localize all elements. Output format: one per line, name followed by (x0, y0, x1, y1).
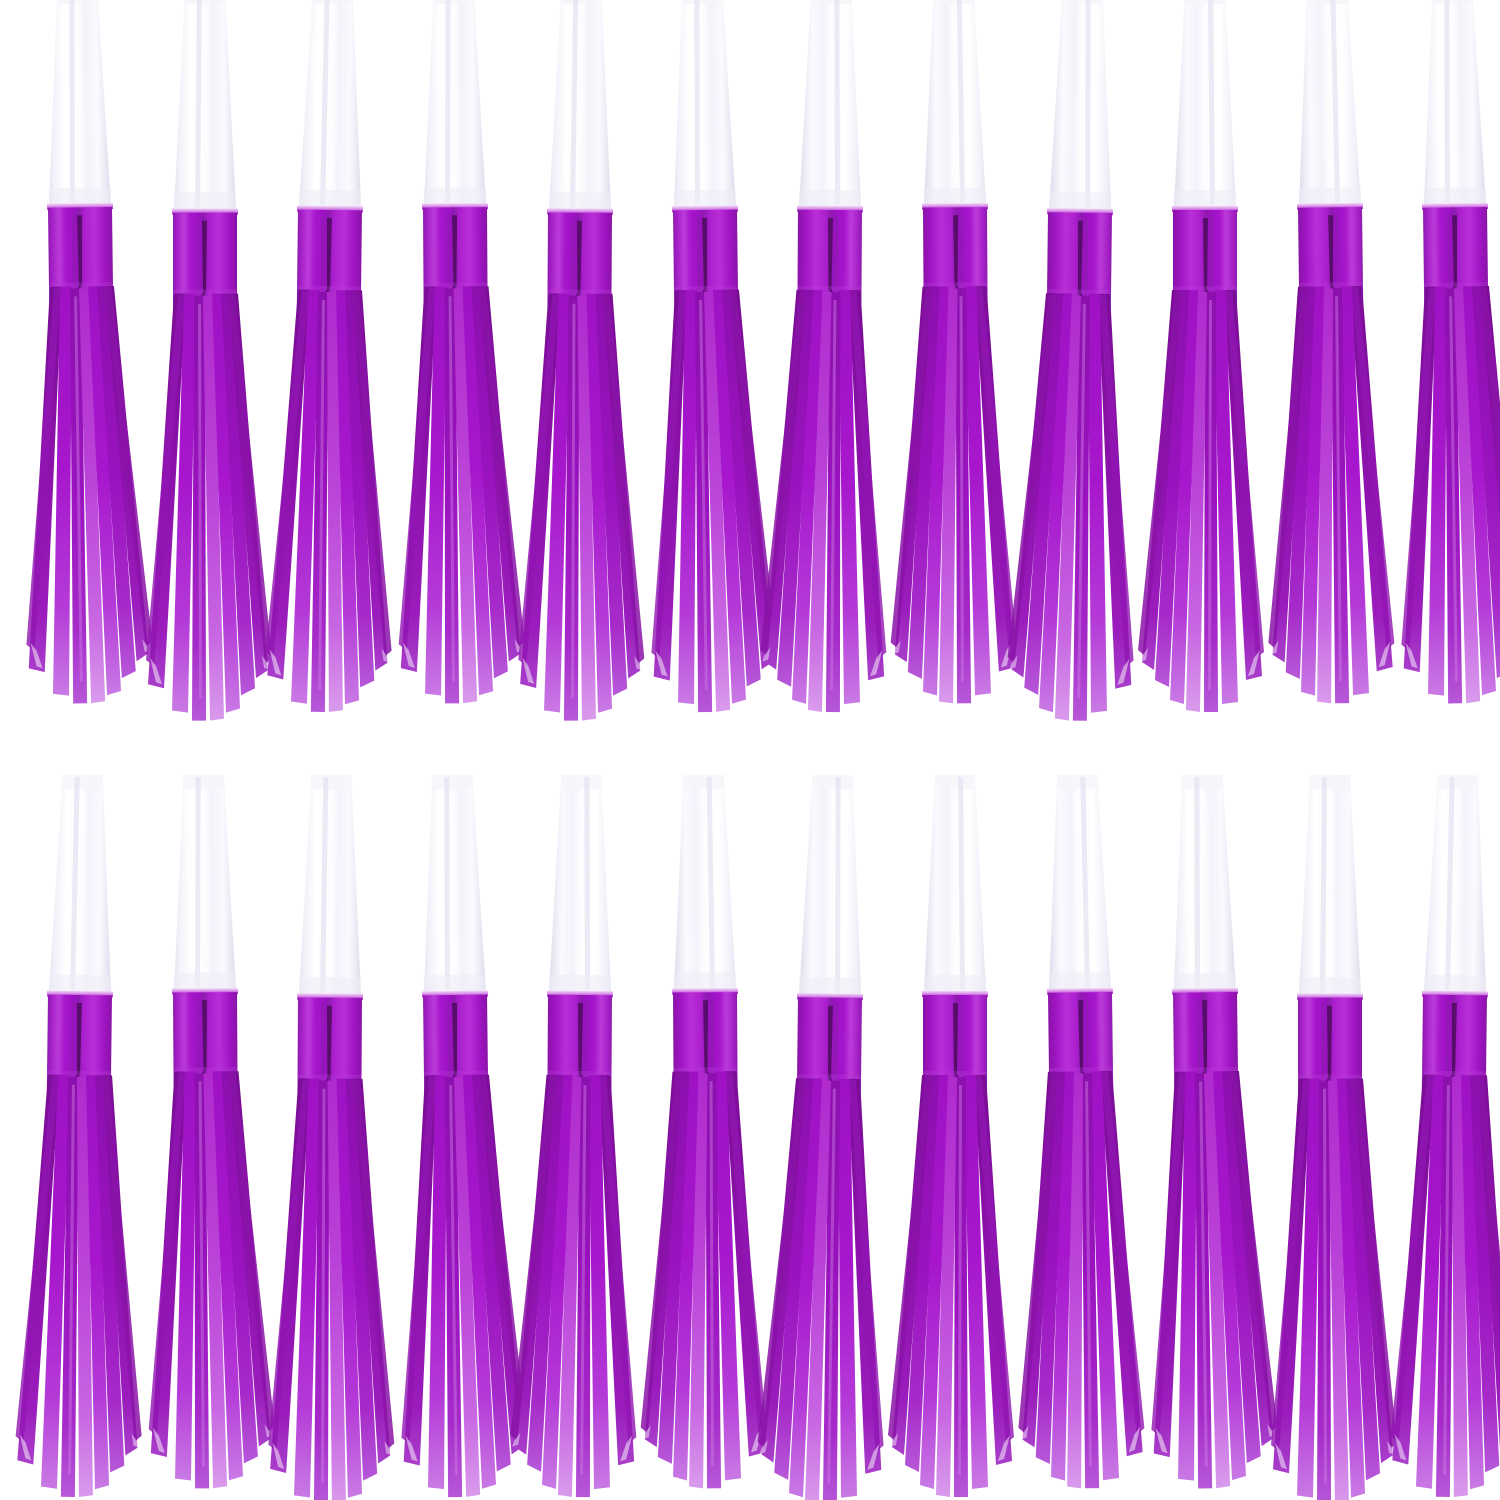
party-horn (390, 774, 529, 1500)
party-horn (14, 774, 150, 1500)
horn-graphic (18, 0, 154, 705)
horn-graphic (643, 0, 779, 713)
horn-graphic (1389, 774, 1500, 1498)
party-horn (140, 774, 276, 1500)
horn-graphic (1010, 774, 1146, 1490)
horn-graphic (394, 0, 526, 704)
party-horn (1389, 774, 1500, 1500)
horn-graphic (264, 0, 400, 713)
horn-graphic (1271, 775, 1397, 1500)
horn-graphic (517, 0, 649, 722)
horn-graphic (1143, 774, 1279, 1490)
party-horn (1138, 0, 1270, 750)
party-horn (1006, 0, 1145, 750)
horn-graphic (393, 774, 529, 1498)
horn-graphic (267, 774, 399, 1500)
horn-graphic (759, 0, 891, 713)
party-horn (509, 774, 645, 1500)
horn-graphic (886, 0, 1018, 704)
party-horn (140, 0, 272, 750)
horn-graphic (1138, 0, 1264, 712)
horn-graphic (636, 774, 768, 1489)
party-horn (636, 774, 770, 1500)
party-horn (15, 0, 154, 750)
horn-graphic (509, 774, 641, 1498)
party-horn (1140, 774, 1279, 1500)
party-horn (264, 0, 400, 750)
party-horn (640, 0, 779, 750)
party-horn (265, 774, 399, 1500)
party-horn (1260, 0, 1396, 750)
party-horn (888, 775, 1020, 1500)
party-horn (1390, 0, 1500, 750)
party-horn (756, 774, 895, 1500)
party-horn (515, 0, 649, 750)
horn-graphic (1006, 0, 1142, 722)
party-horn (759, 0, 895, 750)
party-horn (1010, 774, 1146, 1500)
horn-graphic (146, 0, 272, 721)
horn-graphic (888, 775, 1014, 1497)
horn-graphic (14, 774, 150, 1498)
horn-graphic (1393, 0, 1500, 705)
horn-graphic (756, 774, 892, 1500)
horn-graphic (1260, 0, 1396, 705)
party-horn (390, 0, 526, 750)
party-horn (1265, 775, 1397, 1500)
party-horn (886, 0, 1020, 750)
horn-graphic (144, 774, 276, 1489)
